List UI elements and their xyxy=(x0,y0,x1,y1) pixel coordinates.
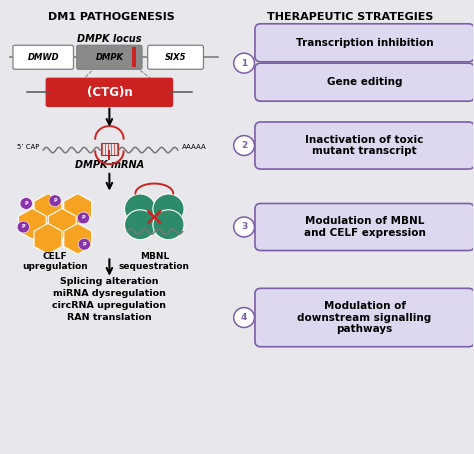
FancyBboxPatch shape xyxy=(77,45,142,69)
FancyBboxPatch shape xyxy=(132,47,136,67)
Circle shape xyxy=(20,197,32,209)
FancyBboxPatch shape xyxy=(255,24,474,62)
Text: CELF
upregulation: CELF upregulation xyxy=(22,252,88,271)
Text: Modulation of MBNL
and CELF expression: Modulation of MBNL and CELF expression xyxy=(304,216,426,238)
Text: AAAAA: AAAAA xyxy=(182,144,207,150)
Text: Splicing alteration
miRNA dysregulation
circRNA upregulation
RAN translation: Splicing alteration miRNA dysregulation … xyxy=(53,276,166,322)
Circle shape xyxy=(153,194,184,224)
Circle shape xyxy=(234,307,255,327)
FancyBboxPatch shape xyxy=(13,45,73,69)
Text: (CTG)n: (CTG)n xyxy=(87,86,132,99)
FancyBboxPatch shape xyxy=(255,63,474,101)
Circle shape xyxy=(125,210,156,240)
Text: THERAPEUTIC STRATEGIES: THERAPEUTIC STRATEGIES xyxy=(267,11,434,21)
Circle shape xyxy=(77,212,90,224)
Circle shape xyxy=(49,195,61,207)
Text: P: P xyxy=(53,198,57,203)
Text: DMPK: DMPK xyxy=(95,53,123,62)
Text: 1: 1 xyxy=(241,59,247,68)
Polygon shape xyxy=(18,208,46,239)
Text: Transcription inhibition: Transcription inhibition xyxy=(296,38,433,48)
Circle shape xyxy=(234,53,255,73)
Text: Inactivation of toxic
mutant transcript: Inactivation of toxic mutant transcript xyxy=(305,135,424,156)
FancyBboxPatch shape xyxy=(255,122,474,169)
FancyBboxPatch shape xyxy=(255,203,474,251)
Text: DMPK mRNA: DMPK mRNA xyxy=(75,160,144,170)
Polygon shape xyxy=(64,193,91,224)
Text: 4: 4 xyxy=(241,313,247,322)
Polygon shape xyxy=(34,223,62,254)
FancyBboxPatch shape xyxy=(255,288,474,347)
Text: Modulation of
downstream signalling
pathways: Modulation of downstream signalling path… xyxy=(298,301,432,334)
Polygon shape xyxy=(48,208,76,239)
Text: P: P xyxy=(24,201,28,206)
Circle shape xyxy=(17,221,29,233)
Circle shape xyxy=(234,217,255,237)
Text: MBNL
sequestration: MBNL sequestration xyxy=(119,252,190,271)
Circle shape xyxy=(153,210,184,240)
Polygon shape xyxy=(64,223,91,254)
FancyBboxPatch shape xyxy=(46,78,173,107)
Circle shape xyxy=(125,194,156,224)
Text: DM1 PATHOGENESIS: DM1 PATHOGENESIS xyxy=(48,11,175,21)
Text: DMWD: DMWD xyxy=(27,53,59,62)
Polygon shape xyxy=(34,193,62,224)
FancyBboxPatch shape xyxy=(148,45,203,69)
Text: P: P xyxy=(82,242,86,247)
Text: SIX5: SIX5 xyxy=(165,53,186,62)
Circle shape xyxy=(234,136,255,155)
Circle shape xyxy=(78,238,91,250)
Text: P: P xyxy=(22,224,25,230)
Text: DMPK locus: DMPK locus xyxy=(77,34,142,44)
Text: P: P xyxy=(82,216,85,221)
Text: 5’ CAP: 5’ CAP xyxy=(17,144,39,150)
Text: Gene editing: Gene editing xyxy=(327,77,402,87)
Text: 3: 3 xyxy=(241,222,247,232)
Text: 2: 2 xyxy=(241,141,247,150)
